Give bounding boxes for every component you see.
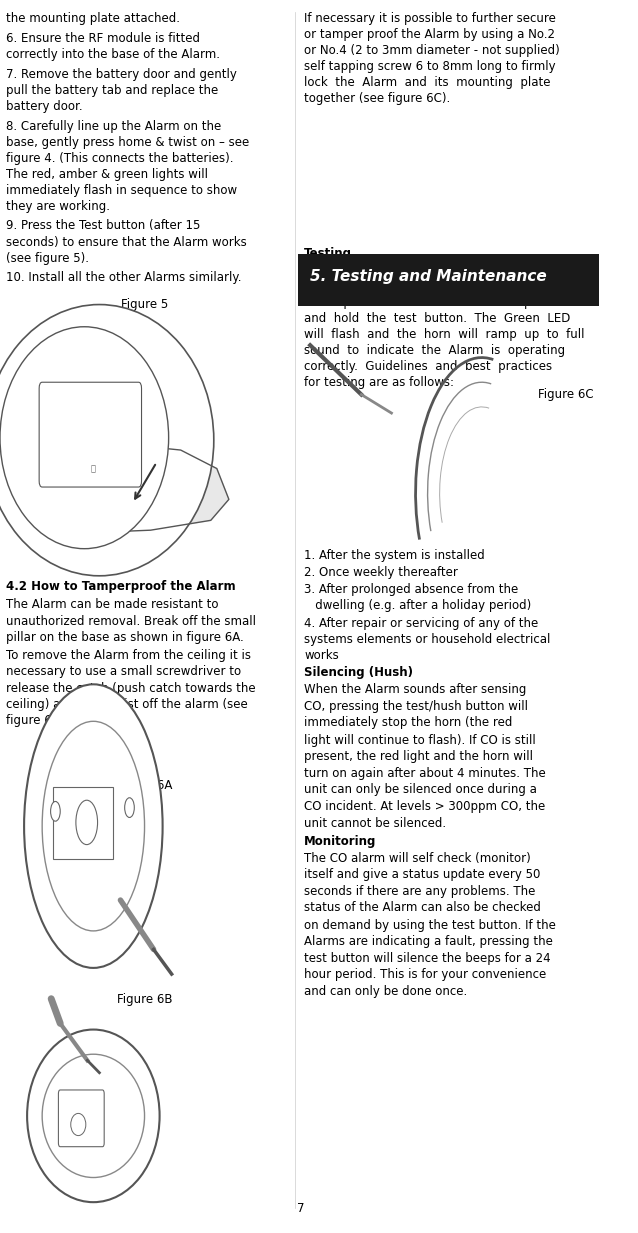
Text: base, gently press home & twist on – see: base, gently press home & twist on – see (6, 136, 249, 149)
Text: they are working.: they are working. (6, 200, 110, 213)
Text: and can only be done once.: and can only be done once. (304, 985, 468, 999)
Text: systems elements or household electrical: systems elements or household electrical (304, 633, 551, 646)
Text: pull the battery tab and replace the: pull the battery tab and replace the (6, 84, 218, 97)
Text: To remove the Alarm from the ceiling it is: To remove the Alarm from the ceiling it … (6, 649, 251, 662)
Circle shape (124, 798, 135, 817)
FancyBboxPatch shape (53, 787, 113, 859)
Text: will  flash  and  the  horn  will  ramp  up  to  full: will flash and the horn will ramp up to … (304, 328, 584, 342)
Text: The CO alarm will self check (monitor): The CO alarm will self check (monitor) (304, 852, 531, 866)
Text: 2. Once weekly thereafter: 2. Once weekly thereafter (304, 566, 458, 580)
Text: Frequent  testing  of  the  system  is  a: Frequent testing of the system is a (304, 264, 533, 277)
Text: status of the Alarm can also be checked: status of the Alarm can also be checked (304, 901, 541, 915)
Text: figure 6B).: figure 6B). (6, 714, 68, 727)
Text: correctly into the base of the Alarm.: correctly into the base of the Alarm. (6, 48, 220, 62)
Text: correctly.  Guidelines  and  best  practices: correctly. Guidelines and best practices (304, 360, 553, 374)
Text: Figure 5: Figure 5 (121, 298, 168, 312)
Ellipse shape (42, 1054, 145, 1178)
Text: Alarms are indicating a fault, pressing the: Alarms are indicating a fault, pressing … (304, 935, 553, 948)
Text: for testing are as follows:: for testing are as follows: (304, 376, 454, 390)
Circle shape (42, 721, 145, 931)
Text: immediately flash in sequence to show: immediately flash in sequence to show (6, 184, 237, 197)
Text: test button will silence the beeps for a 24: test button will silence the beeps for a… (304, 952, 551, 965)
Text: and  hold  the  test  button.  The  Green  LED: and hold the test button. The Green LED (304, 312, 570, 326)
Text: CO, pressing the test/hush button will: CO, pressing the test/hush button will (304, 700, 528, 714)
Text: Figure 6A: Figure 6A (117, 779, 172, 793)
Text: release the catch (push catch towards the: release the catch (push catch towards th… (6, 682, 256, 695)
Text: ⓗ: ⓗ (91, 464, 96, 473)
Ellipse shape (0, 327, 168, 549)
Text: unit can only be silenced once during a: unit can only be silenced once during a (304, 783, 537, 797)
Text: 4. After repair or servicing of any of the: 4. After repair or servicing of any of t… (304, 616, 538, 630)
Text: Figure 6C: Figure 6C (538, 388, 593, 402)
Text: CO incident. At levels > 300ppm CO, the: CO incident. At levels > 300ppm CO, the (304, 800, 545, 814)
Text: 8. Carefully line up the Alarm on the: 8. Carefully line up the Alarm on the (6, 120, 221, 133)
Text: self tapping screw 6 to 8mm long to firmly: self tapping screw 6 to 8mm long to firm… (304, 60, 556, 74)
Text: works: works (304, 649, 339, 662)
Text: ceiling) and then twist off the alarm (see: ceiling) and then twist off the alarm (s… (6, 698, 248, 711)
Text: Figure 6B: Figure 6B (117, 993, 172, 1006)
Text: unauthorized removal. Break off the small: unauthorized removal. Break off the smal… (6, 615, 256, 629)
Text: 6. Ensure the RF module is fitted: 6. Ensure the RF module is fitted (6, 32, 200, 46)
Text: 1. After the system is installed: 1. After the system is installed (304, 549, 485, 562)
Text: present, the red light and the horn will: present, the red light and the horn will (304, 750, 533, 763)
Text: 4.2 How to Tamperproof the Alarm: 4.2 How to Tamperproof the Alarm (6, 580, 235, 593)
Text: dwelling (e.g. after a holiday period): dwelling (e.g. after a holiday period) (304, 599, 531, 613)
Circle shape (50, 801, 60, 821)
FancyBboxPatch shape (59, 1090, 104, 1147)
Text: If necessary it is possible to further secure: If necessary it is possible to further s… (304, 12, 556, 26)
Text: sound  to  indicate  the  Alarm  is  operating: sound to indicate the Alarm is operating (304, 344, 565, 358)
Ellipse shape (27, 1030, 160, 1202)
Text: the mounting plate attached.: the mounting plate attached. (6, 12, 180, 26)
Text: lock  the  Alarm  and  its  mounting  plate: lock the Alarm and its mounting plate (304, 76, 551, 90)
Text: The Alarm can be made resistant to: The Alarm can be made resistant to (6, 598, 219, 612)
FancyBboxPatch shape (298, 254, 599, 306)
Text: Monitoring: Monitoring (304, 835, 376, 848)
Text: or No.4 (2 to 3mm diameter - not supplied): or No.4 (2 to 3mm diameter - not supplie… (304, 44, 560, 58)
Text: Testing: Testing (304, 247, 352, 260)
Text: 3. After prolonged absence from the: 3. After prolonged absence from the (304, 583, 519, 597)
Text: 10. Install all the other Alarms similarly.: 10. Install all the other Alarms similar… (6, 271, 242, 285)
Text: (see figure 5).: (see figure 5). (6, 252, 89, 265)
Text: When the Alarm sounds after sensing: When the Alarm sounds after sensing (304, 683, 526, 697)
Text: immediately stop the horn (the red: immediately stop the horn (the red (304, 716, 512, 730)
Text: unit cannot be silenced.: unit cannot be silenced. (304, 817, 446, 831)
Text: 7. Remove the battery door and gently: 7. Remove the battery door and gently (6, 68, 237, 81)
Text: safe  operation.  To  test  the  Alarm  press: safe operation. To test the Alarm press (304, 296, 556, 309)
Text: figure 4. (This connects the batteries).: figure 4. (This connects the batteries). (6, 152, 234, 165)
Text: pillar on the base as shown in figure 6A.: pillar on the base as shown in figure 6A… (6, 631, 244, 645)
Text: light will continue to flash). If CO is still: light will continue to flash). If CO is … (304, 734, 536, 747)
Text: seconds if there are any problems. The: seconds if there are any problems. The (304, 885, 535, 899)
Text: hour period. This is for your convenience: hour period. This is for your convenienc… (304, 968, 546, 981)
Text: or tamper proof the Alarm by using a No.2: or tamper proof the Alarm by using a No.… (304, 28, 555, 42)
Circle shape (24, 684, 163, 968)
FancyBboxPatch shape (39, 382, 142, 487)
Circle shape (76, 800, 98, 845)
Text: Silencing (Hush): Silencing (Hush) (304, 666, 413, 679)
Text: 9. Press the Test button (after 15: 9. Press the Test button (after 15 (6, 219, 200, 233)
Text: turn on again after about 4 minutes. The: turn on again after about 4 minutes. The (304, 767, 546, 780)
Text: seconds) to ensure that the Alarm works: seconds) to ensure that the Alarm works (6, 236, 247, 249)
Text: together (see figure 6C).: together (see figure 6C). (304, 92, 450, 106)
Text: necessary to use a small screwdriver to: necessary to use a small screwdriver to (6, 665, 241, 678)
Text: itself and give a status update every 50: itself and give a status update every 50 (304, 868, 540, 882)
Ellipse shape (71, 1113, 86, 1136)
Ellipse shape (0, 305, 214, 576)
Text: battery door.: battery door. (6, 100, 83, 113)
Polygon shape (24, 444, 229, 533)
Text: The red, amber & green lights will: The red, amber & green lights will (6, 168, 208, 181)
Text: on demand by using the test button. If the: on demand by using the test button. If t… (304, 919, 556, 932)
Text: 7: 7 (297, 1202, 305, 1216)
Text: 5. Testing and Maintenance: 5. Testing and Maintenance (310, 269, 547, 284)
Text: requirement  to  ensure  its  continued  and: requirement to ensure its continued and (304, 280, 563, 293)
